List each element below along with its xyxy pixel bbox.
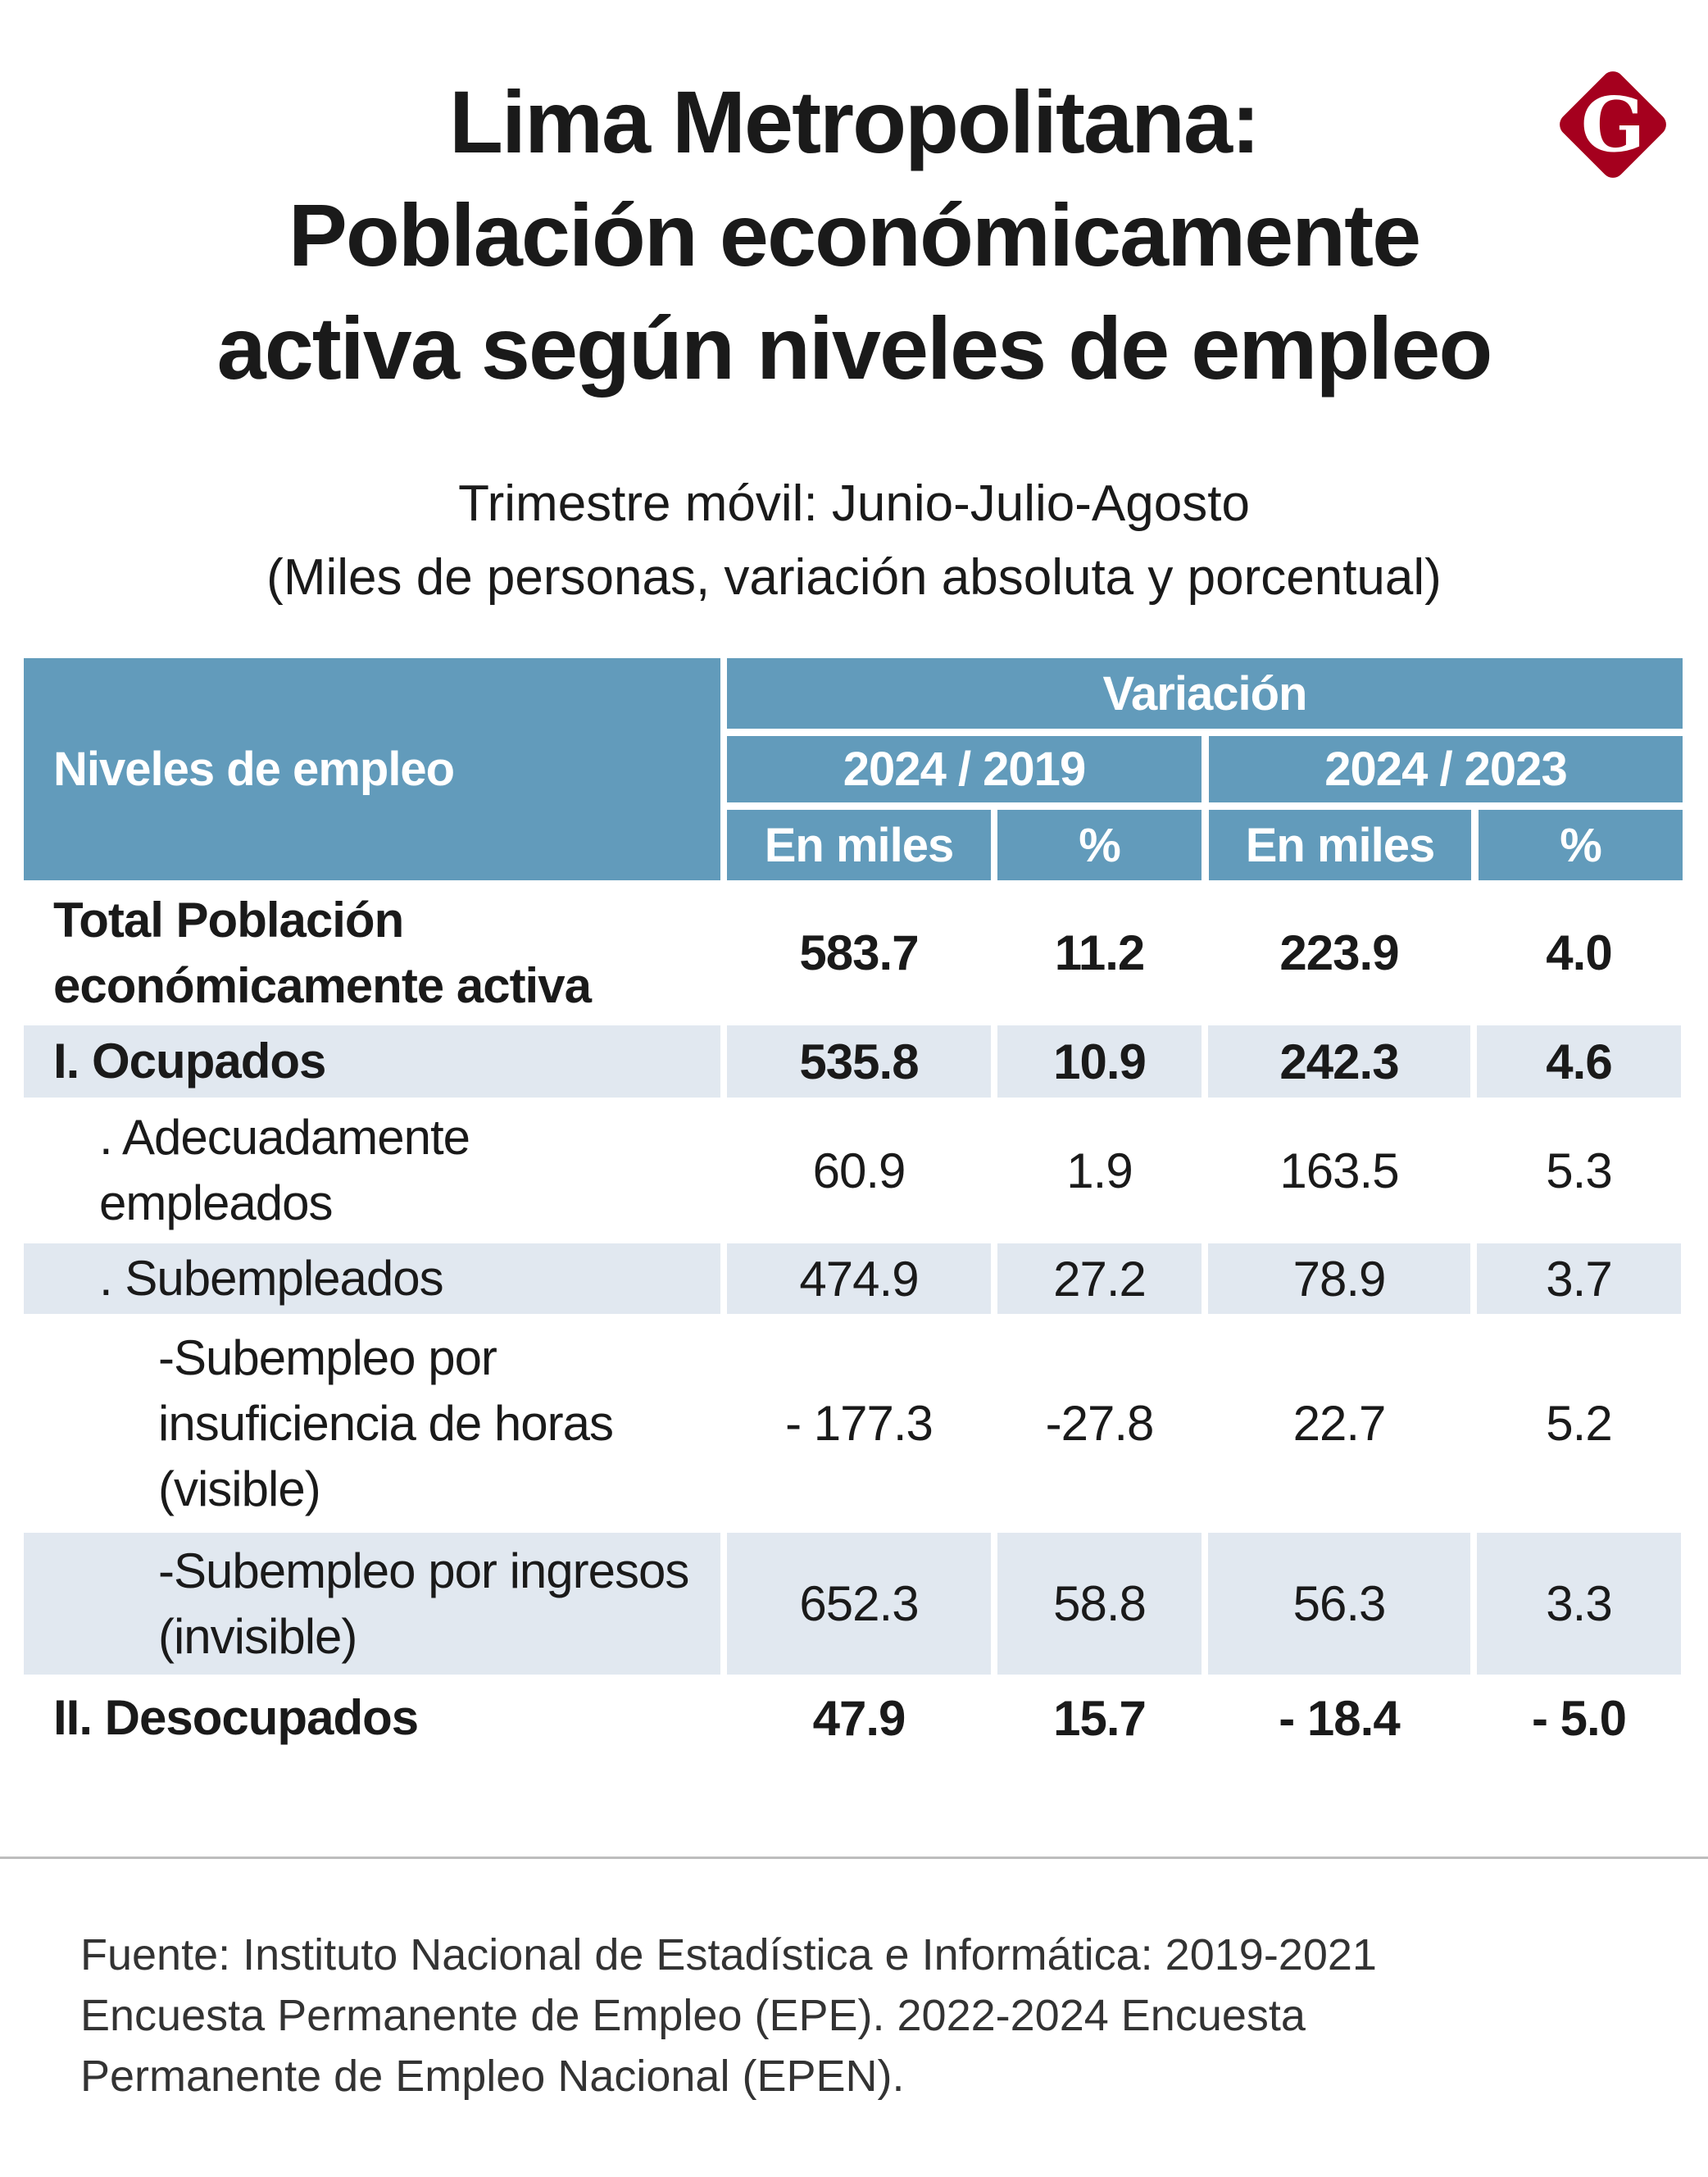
cell: 652.3 (727, 1533, 991, 1675)
table-row: Total Población económicamente activa 58… (24, 884, 1683, 1022)
cell: 47.9 (812, 1690, 906, 1746)
employment-table: Niveles de empleo Variación 2024 / 2019 … (24, 658, 1683, 1758)
footer-line: Fuente: Instituto Nacional de Estadístic… (80, 1930, 1377, 1979)
subtitle-line: (Miles de personas, variación absoluta y… (266, 549, 1442, 606)
cell: 223.9 (1279, 925, 1399, 980)
title-line: Lima Metropolitana: (448, 72, 1261, 171)
divider (0, 1857, 1708, 1859)
row-label: Total Población económicamente activa (53, 892, 592, 1013)
cell: 163.5 (1279, 1143, 1399, 1198)
row-label: -Subempleo por insuficiencia de horas (v… (158, 1329, 614, 1516)
cell: 1.9 (1066, 1143, 1133, 1198)
cell: 27.2 (997, 1243, 1202, 1314)
cell: 10.9 (997, 1025, 1202, 1098)
header-subcol: En miles (1209, 810, 1471, 880)
cell: - 177.3 (785, 1396, 933, 1451)
title-line: Población económicamente (288, 185, 1421, 284)
header-period-2019: 2024 / 2019 (727, 736, 1202, 802)
cell: 11.2 (1054, 925, 1145, 980)
cell: 474.9 (727, 1243, 991, 1314)
cell: 242.3 (1208, 1025, 1470, 1098)
cell: 583.7 (799, 925, 919, 980)
row-label: -Subempleo por ingresos (invisible) (24, 1533, 720, 1675)
footer-line: Permanente de Empleo Nacional (EPEN). (80, 2052, 905, 2101)
cell: 78.9 (1208, 1243, 1470, 1314)
cell: 5.3 (1546, 1143, 1612, 1198)
row-label: II. Desocupados (53, 1690, 419, 1745)
page-title: Lima Metropolitana: Población económicam… (0, 66, 1708, 405)
title-line: activa según niveles de empleo (216, 298, 1493, 398)
row-label: . Adecuadamente empleados (99, 1110, 470, 1230)
cell: 3.3 (1477, 1533, 1681, 1675)
cell: 56.3 (1208, 1533, 1470, 1675)
cell: - 18.4 (1279, 1690, 1400, 1746)
subtitle: Trimestre móvil: Junio-Julio-Agosto (Mil… (0, 467, 1708, 615)
cell: 60.9 (812, 1143, 906, 1198)
table-row: II. Desocupados 47.9 15.7 - 18.4 - 5.0 (24, 1678, 1683, 1758)
cell: 535.8 (727, 1025, 991, 1098)
row-label: . Subempleados (24, 1243, 720, 1314)
cell: 4.0 (1546, 925, 1612, 980)
cell: 15.7 (1053, 1690, 1147, 1746)
content: Niveles de empleo Variación 2024 / 2019 … (0, 658, 1708, 2107)
cell: 22.7 (1292, 1396, 1387, 1451)
header-subcol: En miles (727, 810, 991, 880)
table-row: -Subempleo por insuficiencia de horas (v… (24, 1317, 1683, 1529)
svg-text:G: G (1581, 80, 1646, 169)
row-label: I. Ocupados (24, 1025, 720, 1098)
cell: 58.8 (997, 1533, 1202, 1675)
header-subcol: % (1479, 810, 1683, 880)
cell: 5.2 (1546, 1396, 1612, 1451)
header-period-2023: 2024 / 2023 (1209, 736, 1683, 802)
header-row-label: Niveles de empleo (24, 658, 720, 880)
table-row: I. Ocupados 535.8 10.9 242.3 4.6 (24, 1025, 1683, 1098)
table-row: . Subempleados 474.9 27.2 78.9 3.7 (24, 1243, 1683, 1314)
table-row: -Subempleo por ingresos (invisible) 652.… (24, 1533, 1683, 1675)
cell: 3.7 (1477, 1243, 1681, 1314)
source-note: Fuente: Instituto Nacional de Estadístic… (80, 1925, 1708, 2107)
header-group-variacion: Variación (727, 658, 1683, 729)
table-header: Niveles de empleo Variación 2024 / 2019 … (24, 658, 1683, 880)
table-row: . Adecuadamente empleados 60.9 1.9 163.5… (24, 1101, 1683, 1240)
cell: - 5.0 (1531, 1690, 1627, 1746)
header-subcol: % (997, 810, 1202, 880)
footer-line: Encuesta Permanente de Empleo (EPE). 202… (80, 1991, 1306, 2040)
cell: -27.8 (1045, 1396, 1155, 1451)
cell: 4.6 (1477, 1025, 1681, 1098)
subtitle-line: Trimestre móvil: Junio-Julio-Agosto (458, 475, 1250, 532)
brand-logo: G (1547, 59, 1678, 190)
